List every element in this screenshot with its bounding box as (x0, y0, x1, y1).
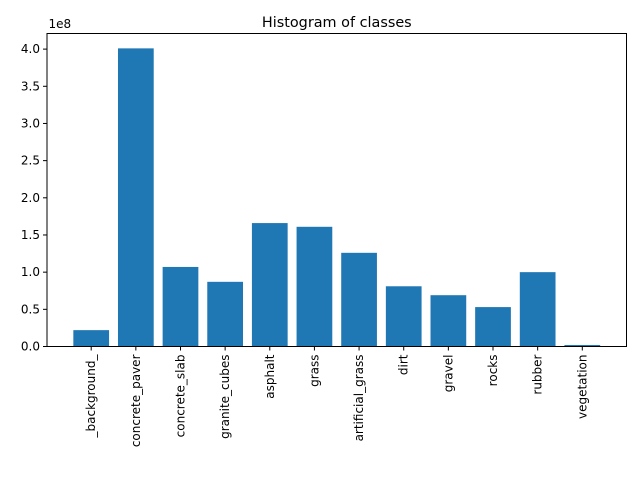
y-tick-label: 0.5 (21, 302, 40, 316)
x-tick-label: _background_ (84, 354, 98, 439)
bar-gravel (430, 295, 467, 347)
x-tick-label: granite_cubes (218, 355, 232, 439)
bar-rocks (475, 307, 511, 347)
y-tick-label: 1.5 (21, 228, 40, 242)
bars-group (73, 48, 601, 347)
x-tick-label: concrete_slab (173, 355, 187, 438)
bar-artificial_grass (341, 252, 377, 347)
chart-title: Histogram of classes (262, 15, 412, 31)
axes-frame (46, 33, 627, 347)
bar-concrete_slab (162, 266, 199, 347)
x-tick-label: vegetation (575, 355, 589, 420)
x-tick-label: rocks (486, 355, 500, 387)
bar-rubber (519, 272, 556, 347)
axes-group (46, 33, 627, 347)
bar-vegetation (564, 345, 601, 347)
ticks-group: 0.0 0.5 1.0 1.5 2.0 2.5 3.0 3.5 4.0 _background_ c… (21, 42, 589, 447)
y-tick-label: 3.5 (21, 79, 40, 93)
y-axis-offset-label: 1e8 (49, 17, 72, 31)
y-tick-label: 2.5 (21, 154, 40, 168)
y-tick-label: 3.0 (21, 116, 40, 130)
y-tick-label: 4.0 (21, 42, 40, 56)
x-tick-label: dirt (397, 354, 411, 375)
bar-granite_cubes (207, 281, 243, 347)
x-tick-label: artificial_grass (352, 355, 366, 442)
bar-dirt (385, 286, 422, 347)
x-tick-label: grass (307, 355, 321, 387)
bar-concrete_paver (117, 48, 154, 347)
y-tick-label: 0.0 (21, 340, 40, 354)
bar-asphalt (251, 223, 288, 347)
x-tick-label: concrete_paver (129, 354, 143, 447)
x-tick-label: gravel (441, 355, 455, 393)
bar-_background_ (73, 330, 110, 347)
x-tick-label: asphalt (263, 354, 277, 399)
y-tick-label: 2.0 (21, 191, 40, 205)
y-tick-label: 1.0 (21, 265, 40, 279)
bar-grass (296, 226, 333, 347)
x-tick-label: rubber (531, 354, 545, 394)
